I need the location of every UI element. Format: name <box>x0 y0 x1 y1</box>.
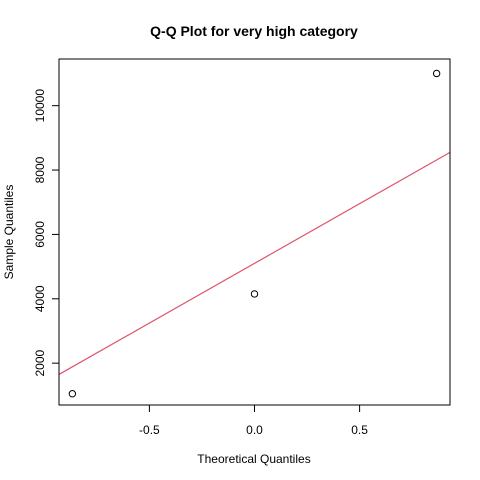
data-points <box>68 69 441 398</box>
y-tick-label-2: 4000 <box>33 285 47 312</box>
y-tick-label-5: 10000 <box>33 89 47 123</box>
y-axis-label: Sample Quantiles <box>2 185 16 280</box>
x-tick-label-2: 0.0 <box>246 423 263 437</box>
data-point-3 <box>432 69 441 78</box>
x-tick-label-3: 0.5 <box>351 423 368 437</box>
reference-line <box>58 151 451 375</box>
plot-frame <box>58 58 451 406</box>
data-point-2 <box>250 290 259 298</box>
y-tick-label-3: 6000 <box>33 221 47 248</box>
chart-title: Q-Q Plot for very high category <box>150 23 358 39</box>
data-point-1 <box>68 390 77 398</box>
plot-area <box>58 69 451 398</box>
x-tick-label-1: -0.5 <box>139 423 160 437</box>
y-axis: 2000 4000 6000 8000 10000 <box>33 89 59 377</box>
y-tick-label-4: 8000 <box>33 156 47 183</box>
y-tick-label-1: 2000 <box>33 349 47 376</box>
x-axis: -0.5 0.0 0.5 <box>139 405 368 437</box>
x-axis-label: Theoretical Quantiles <box>197 452 310 466</box>
